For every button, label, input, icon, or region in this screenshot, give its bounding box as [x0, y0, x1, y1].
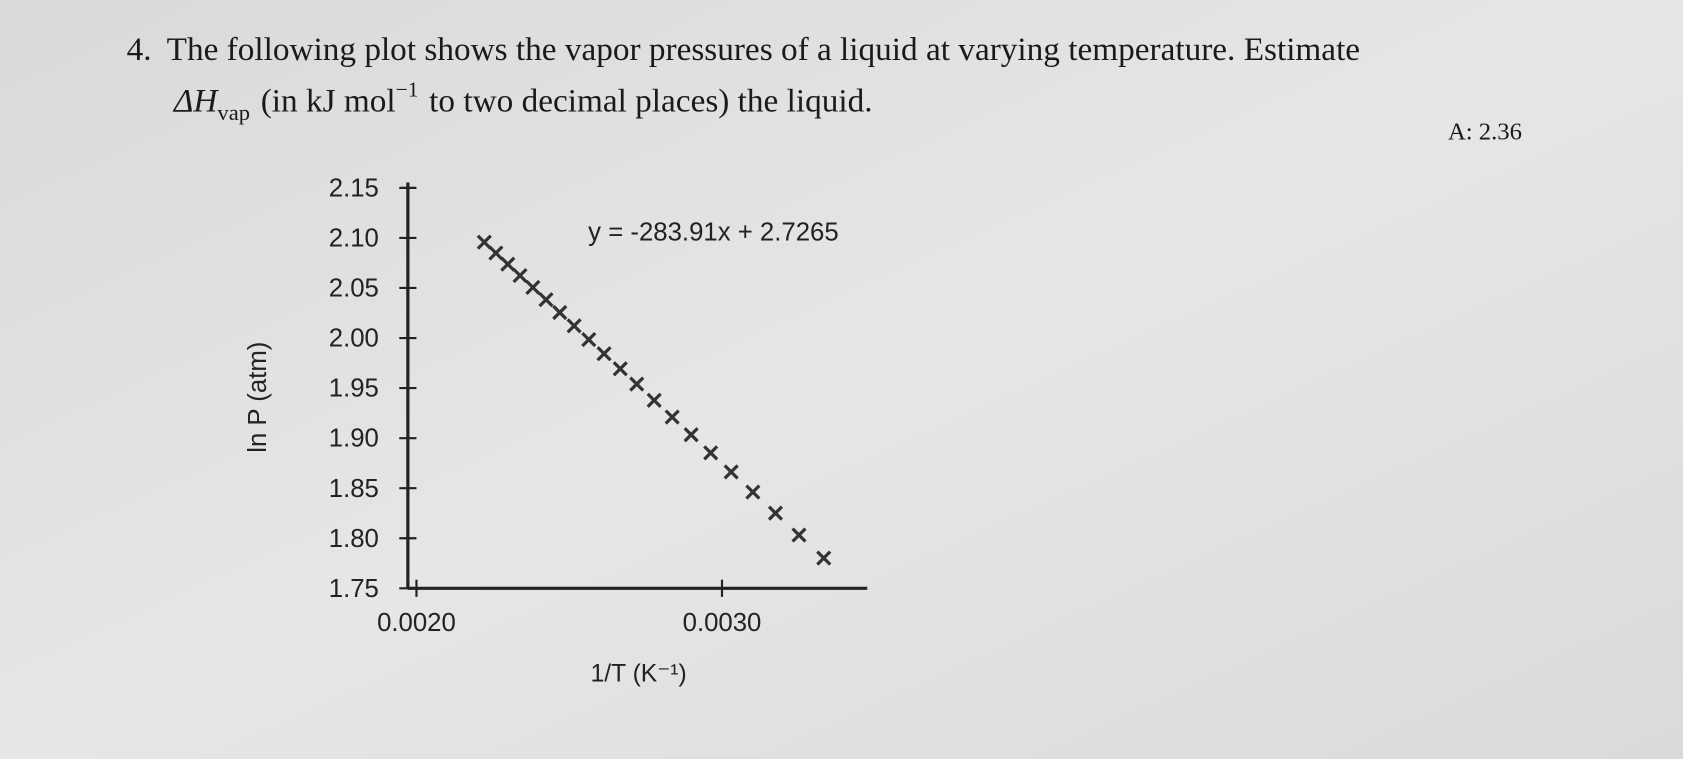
data-point: [612, 361, 628, 377]
subscript: vap: [217, 100, 250, 125]
answer: A: 2.36: [1448, 119, 1522, 146]
superscript: −1: [396, 78, 419, 102]
data-point: [767, 505, 784, 521]
data-point: [488, 245, 504, 261]
y-tick-label: 2.05: [329, 275, 379, 303]
equation: y = -283.91x + 2.7265: [588, 218, 839, 246]
y-tick-label: 1.85: [329, 475, 379, 503]
data-point: [745, 484, 761, 500]
data-point: [500, 256, 516, 272]
data-point: [581, 331, 597, 348]
data-point: [791, 527, 807, 543]
data-point: [723, 464, 739, 480]
data-point: [566, 318, 582, 334]
question-line-1: 4. The following plot shows the vapor pre…: [127, 31, 1360, 68]
data-point: [476, 234, 492, 250]
x-tick-label: 0.0020: [377, 609, 456, 637]
y-tick-label: 2.15: [329, 174, 379, 202]
question-line-2: ΔHvap (in kJ mol−1 to two decimal places) …: [172, 78, 873, 126]
y-tick-label: 2.00: [329, 325, 379, 353]
question-number: 4.: [127, 31, 152, 68]
unit: (in kJ mol: [261, 83, 396, 120]
data-point: [596, 346, 612, 362]
y-tick-label: 2.10: [329, 225, 379, 253]
chart: 1.75 1.80 1.85 1.90 1.95 2.00 2.05 2.10 2.15 0.00…: [244, 174, 868, 688]
question-text: to two decimal places) the liquid.: [429, 83, 872, 120]
data-point: [816, 550, 832, 566]
y-tick-label: 1.95: [329, 375, 379, 403]
y-axis-label: ln P (atm): [244, 342, 272, 453]
x-axis-label: 1/T (K⁻¹): [591, 661, 687, 688]
delta-h: ΔH: [172, 83, 220, 120]
question-text: The following plot shows the vapor press…: [167, 31, 1360, 68]
data-point: [629, 376, 645, 392]
data-point: [664, 409, 680, 425]
data-point: [552, 304, 568, 321]
data-point: [683, 427, 699, 443]
data-point: [538, 292, 554, 308]
data-point: [646, 392, 662, 408]
y-tick-label: 1.80: [329, 525, 379, 553]
data-point: [703, 445, 719, 461]
data-point: [512, 267, 528, 284]
data-point: [525, 279, 541, 296]
y-tick-label: 1.90: [329, 425, 379, 453]
y-tick-label: 1.75: [329, 575, 379, 603]
x-tick-label: 0.0030: [683, 609, 762, 637]
